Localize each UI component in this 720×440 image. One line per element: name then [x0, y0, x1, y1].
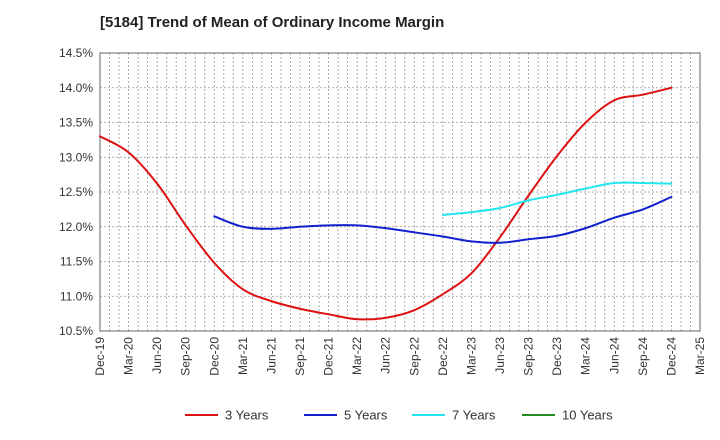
x-tick-label: Mar-21 — [236, 337, 250, 375]
x-tick-label: Mar-25 — [693, 337, 707, 375]
y-tick-label: 10.5% — [59, 324, 93, 338]
y-tick-label: 14.5% — [59, 46, 93, 60]
y-tick-label: 12.5% — [59, 185, 93, 199]
y-tick-label: 11.0% — [60, 289, 93, 303]
x-tick-label: Jun-23 — [493, 337, 507, 374]
x-tick-label: Dec-19 — [93, 337, 107, 376]
y-tick-label: 14.0% — [59, 81, 93, 95]
x-tick-label: Mar-24 — [579, 337, 593, 375]
x-tick-label: Jun-22 — [379, 337, 393, 374]
x-tick-label: Sep-24 — [636, 337, 650, 376]
x-axis-labels: Dec-19 Mar-20 Jun-20 Sep-20 Dec-20 Mar-21 Jun-… — [93, 337, 707, 376]
y-axis-labels: 10.5% 11.0% 11.5% 12.0% 12.5% 13.0% 13.5% 14.0%… — [59, 46, 93, 338]
x-tick-label: Dec-20 — [207, 337, 221, 376]
x-tick-label: Sep-22 — [407, 337, 421, 376]
legend: 3 Years 5 Years 7 Years 10 Years — [185, 408, 613, 423]
x-tick-label: Sep-20 — [179, 337, 193, 376]
y-tick-label: 13.5% — [59, 116, 93, 130]
series-line-7-years — [441, 181, 673, 216]
chart-title: [5184] Trend of Mean of Ordinary Income … — [100, 14, 445, 31]
series-line-5-years — [213, 195, 673, 244]
x-tick-label: Dec-21 — [322, 337, 336, 376]
x-tick-label: Mar-20 — [122, 337, 136, 375]
x-tick-label: Sep-21 — [293, 337, 307, 376]
x-tick-label: Dec-22 — [436, 337, 450, 376]
series-line-3-years — [99, 86, 673, 321]
legend-label-5-years: 5 Years — [344, 408, 388, 423]
plot-border — [99, 52, 701, 332]
legend-label-7-years: 7 Years — [452, 408, 496, 423]
legend-label-3-years: 3 Years — [225, 408, 269, 423]
x-tick-label: Mar-23 — [464, 337, 478, 375]
x-tick-label: Dec-24 — [664, 337, 678, 376]
x-tick-label: Mar-22 — [350, 337, 364, 375]
x-tick-label: Dec-23 — [550, 337, 564, 376]
y-tick-label: 13.0% — [59, 150, 93, 164]
x-tick-label: Jun-21 — [264, 337, 278, 374]
x-tick-label: Jun-20 — [150, 337, 164, 374]
series-group — [99, 86, 673, 321]
y-tick-label: 11.5% — [60, 255, 93, 269]
legend-label-10-years: 10 Years — [562, 408, 613, 423]
x-tick-label: Jun-24 — [607, 337, 621, 374]
y-tick-label: 12.0% — [59, 220, 93, 234]
x-tick-label: Sep-23 — [522, 337, 536, 376]
